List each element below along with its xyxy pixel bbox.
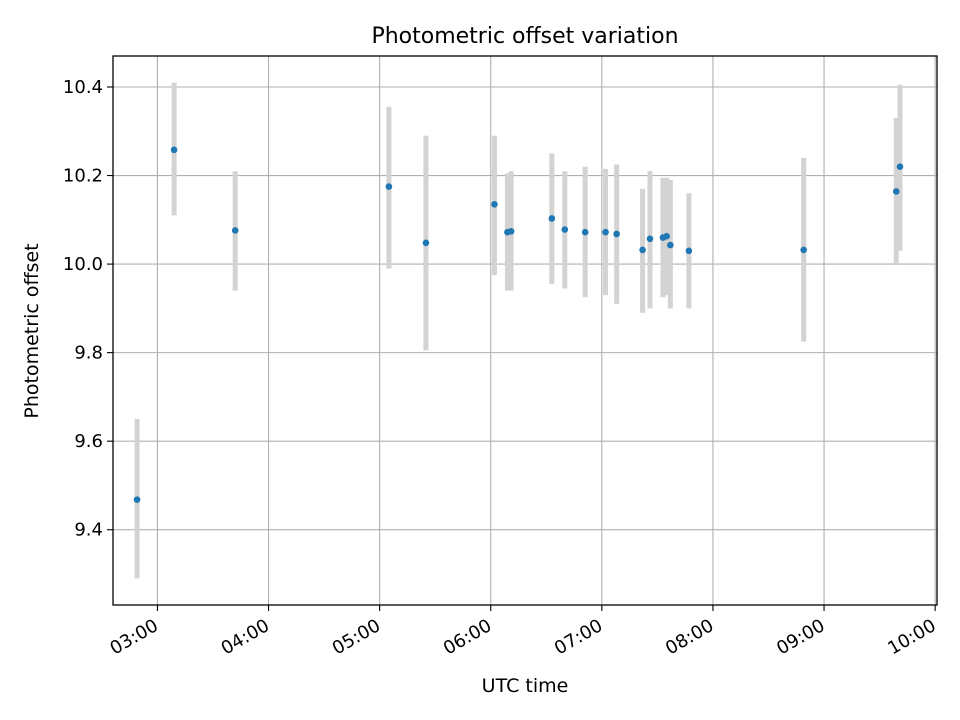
y-axis-ticks: 9.4 9.6 9.8 10.0 10.2 10.4 <box>63 77 113 541</box>
grid-lines <box>113 56 937 605</box>
y-tick-label: 10.0 <box>63 254 103 275</box>
x-axis-ticks: 03:00 04:00 05:00 06:00 07:00 08:00 09:00 10:00 <box>107 605 940 659</box>
y-axis-label: Photometric offset <box>21 243 43 418</box>
data-point <box>581 228 589 236</box>
x-tick-label: 09:00 <box>773 615 828 659</box>
data-point <box>800 246 807 254</box>
data-point <box>231 227 239 234</box>
y-tick-label: 9.6 <box>74 431 103 452</box>
data-point <box>602 228 609 236</box>
x-tick-label: 03:00 <box>107 615 162 659</box>
data-point <box>646 235 654 243</box>
data-point <box>491 201 498 208</box>
data-point <box>685 247 693 255</box>
y-tick-label: 9.4 <box>74 520 103 541</box>
x-tick-label: 10:00 <box>884 615 939 659</box>
data-point <box>663 232 670 240</box>
y-tick-label: 10.4 <box>63 77 103 98</box>
error-bars <box>134 82 903 579</box>
data-point <box>548 215 556 222</box>
y-tick-label: 10.2 <box>63 166 103 187</box>
data-point <box>133 496 141 503</box>
plot-frame <box>112 55 938 606</box>
data-point <box>613 230 620 238</box>
x-tick-label: 08:00 <box>662 615 717 659</box>
data-points <box>133 146 904 503</box>
data-point <box>507 228 515 235</box>
chart-title: Photometric offset variation <box>371 24 678 49</box>
data-point <box>667 241 674 249</box>
data-point <box>639 246 646 254</box>
x-tick-label: 04:00 <box>218 615 273 659</box>
data-point <box>170 146 178 154</box>
data-point <box>385 183 393 190</box>
x-tick-label: 05:00 <box>329 615 384 659</box>
data-point <box>896 163 904 170</box>
x-tick-label: 07:00 <box>551 615 606 659</box>
x-axis-label: UTC time <box>482 675 569 697</box>
y-tick-label: 9.8 <box>74 343 103 364</box>
x-tick-label: 06:00 <box>440 615 495 659</box>
data-point <box>892 188 900 195</box>
data-point <box>561 226 569 233</box>
data-point <box>422 239 430 247</box>
